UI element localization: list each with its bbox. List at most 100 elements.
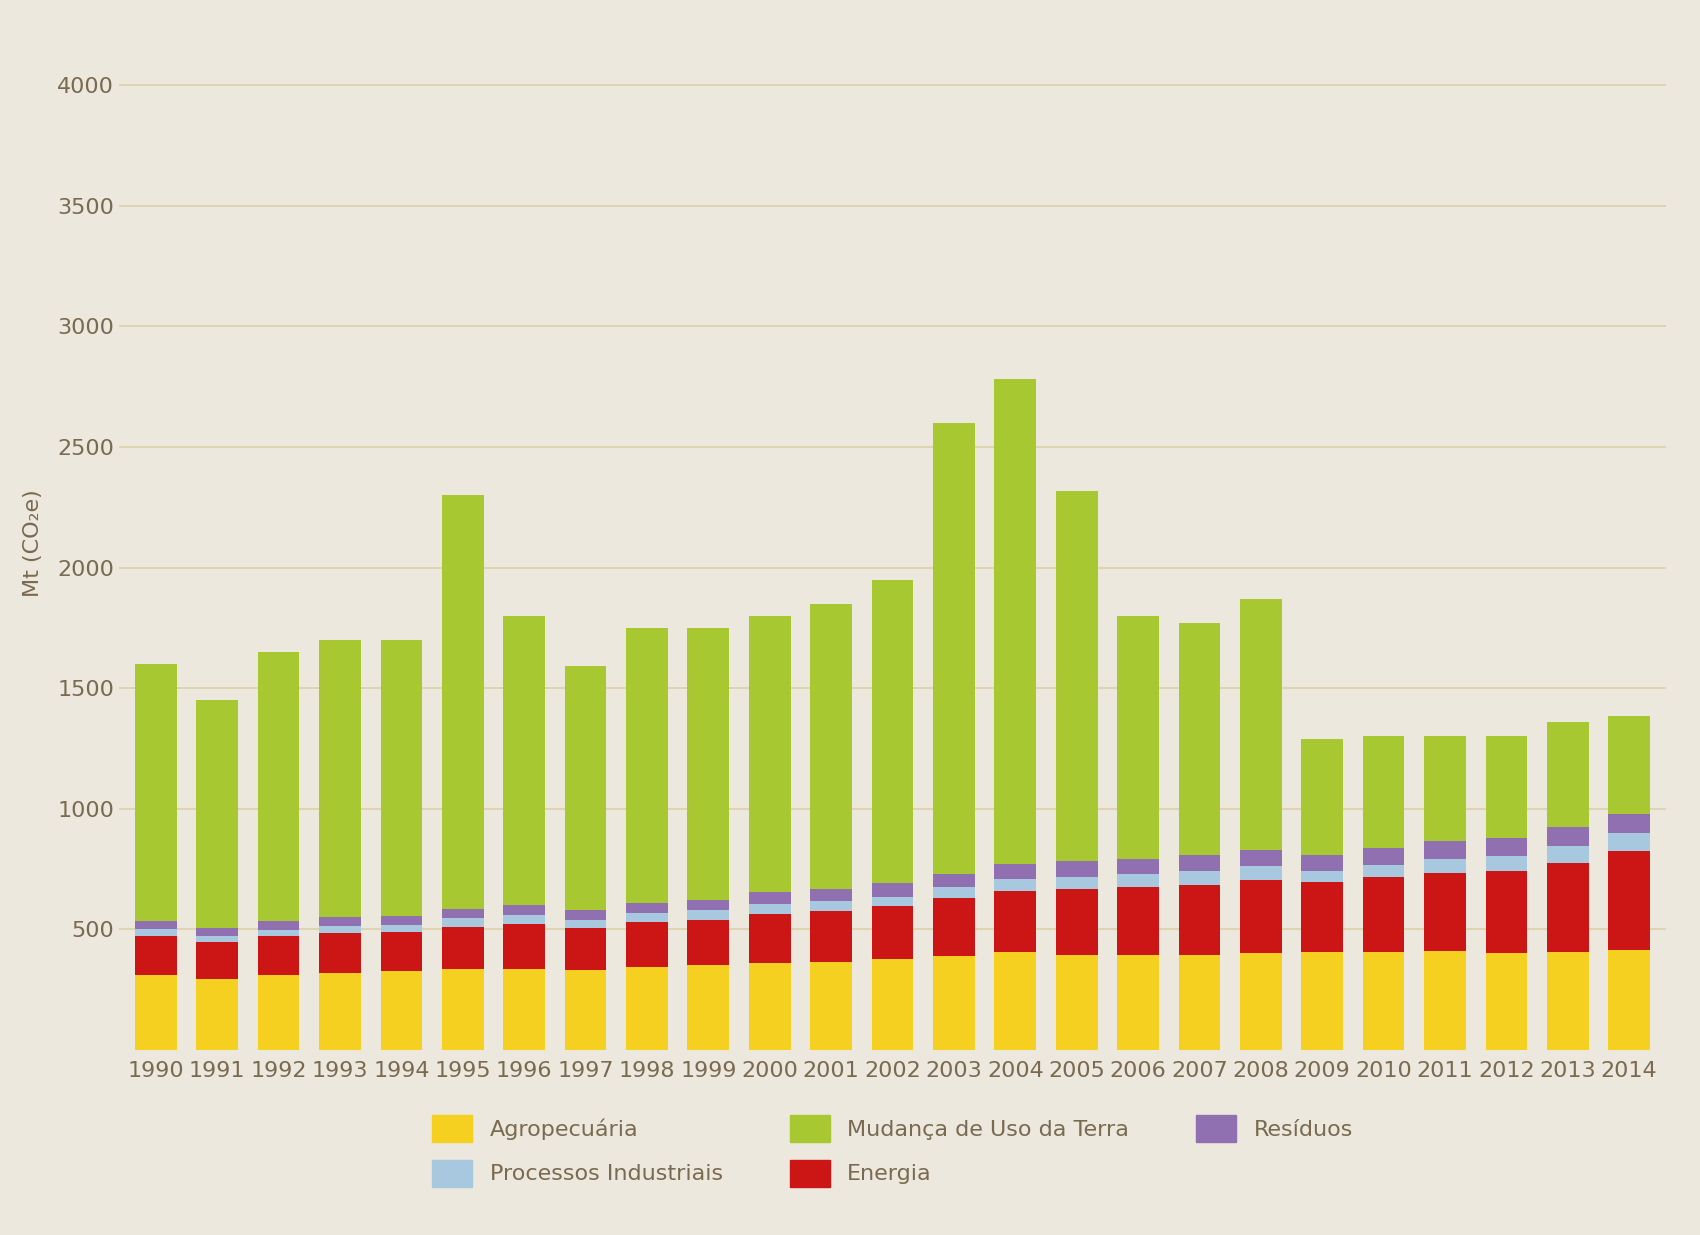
Bar bbox=[258, 921, 299, 930]
Bar bbox=[1363, 864, 1404, 877]
Bar bbox=[1300, 882, 1343, 952]
Bar bbox=[1425, 872, 1465, 951]
Bar bbox=[1178, 871, 1221, 884]
Bar bbox=[748, 892, 790, 904]
Bar bbox=[134, 936, 177, 974]
Bar bbox=[811, 962, 852, 1050]
Bar bbox=[564, 910, 607, 920]
Bar bbox=[1178, 884, 1221, 955]
Bar bbox=[442, 926, 483, 969]
Bar bbox=[1178, 955, 1221, 1050]
Bar bbox=[626, 627, 668, 903]
Bar bbox=[1608, 950, 1651, 1050]
Bar bbox=[442, 495, 483, 909]
Bar bbox=[1425, 736, 1465, 841]
Bar bbox=[933, 898, 974, 956]
Bar bbox=[1239, 866, 1282, 879]
Bar bbox=[320, 926, 360, 932]
Bar bbox=[1608, 834, 1651, 851]
Bar bbox=[1486, 953, 1527, 1050]
Bar bbox=[1239, 599, 1282, 850]
Bar bbox=[258, 974, 299, 1050]
Bar bbox=[381, 640, 422, 916]
Bar bbox=[320, 973, 360, 1050]
Bar bbox=[1547, 863, 1588, 952]
Bar bbox=[196, 700, 238, 929]
Bar bbox=[1425, 841, 1465, 858]
Bar bbox=[196, 929, 238, 936]
Bar bbox=[442, 909, 483, 919]
Bar bbox=[933, 888, 974, 898]
Bar bbox=[687, 910, 729, 920]
Bar bbox=[994, 952, 1037, 1050]
Bar bbox=[933, 956, 974, 1050]
Bar bbox=[1425, 951, 1465, 1050]
Bar bbox=[564, 667, 607, 910]
Bar bbox=[748, 616, 790, 892]
Bar bbox=[1547, 952, 1588, 1050]
Bar bbox=[1239, 850, 1282, 866]
Bar bbox=[933, 422, 974, 873]
Bar bbox=[1486, 736, 1527, 839]
Bar bbox=[381, 925, 422, 931]
Bar bbox=[1363, 736, 1404, 847]
Bar bbox=[748, 904, 790, 914]
Bar bbox=[872, 960, 913, 1050]
Bar bbox=[320, 918, 360, 926]
Bar bbox=[564, 971, 607, 1050]
Bar bbox=[320, 932, 360, 973]
Bar bbox=[748, 963, 790, 1050]
Bar bbox=[258, 936, 299, 974]
Bar bbox=[503, 924, 546, 969]
Legend: Agropecuária, Processos Industriais, Mudança de Uso da Terra, Energia, Resíduos: Agropecuária, Processos Industriais, Mud… bbox=[423, 1105, 1362, 1195]
Bar bbox=[626, 967, 668, 1050]
Bar bbox=[320, 640, 360, 918]
Bar bbox=[1547, 721, 1588, 827]
Bar bbox=[1300, 952, 1343, 1050]
Bar bbox=[1056, 492, 1098, 862]
Y-axis label: Mt (CO₂e): Mt (CO₂e) bbox=[24, 489, 44, 598]
Bar bbox=[994, 379, 1037, 864]
Bar bbox=[503, 905, 546, 915]
Bar bbox=[1056, 877, 1098, 889]
Bar bbox=[503, 616, 546, 905]
Bar bbox=[994, 864, 1037, 878]
Bar bbox=[564, 920, 607, 927]
Bar bbox=[1056, 862, 1098, 877]
Bar bbox=[381, 916, 422, 925]
Bar bbox=[134, 974, 177, 1050]
Bar bbox=[811, 911, 852, 962]
Bar bbox=[196, 978, 238, 1050]
Bar bbox=[748, 914, 790, 963]
Bar bbox=[1486, 856, 1527, 872]
Bar bbox=[1608, 716, 1651, 814]
Bar bbox=[1300, 855, 1343, 871]
Bar bbox=[564, 927, 607, 971]
Bar bbox=[503, 969, 546, 1050]
Bar bbox=[1300, 739, 1343, 855]
Bar bbox=[994, 878, 1037, 890]
Bar bbox=[1117, 860, 1159, 874]
Bar bbox=[1056, 955, 1098, 1050]
Bar bbox=[1117, 887, 1159, 955]
Bar bbox=[196, 942, 238, 978]
Bar bbox=[626, 903, 668, 913]
Bar bbox=[872, 579, 913, 883]
Bar bbox=[381, 972, 422, 1050]
Bar bbox=[1117, 616, 1159, 860]
Bar bbox=[134, 921, 177, 929]
Bar bbox=[442, 969, 483, 1050]
Bar bbox=[1363, 877, 1404, 952]
Bar bbox=[1363, 952, 1404, 1050]
Bar bbox=[811, 889, 852, 902]
Bar bbox=[381, 931, 422, 972]
Bar bbox=[1547, 846, 1588, 863]
Bar bbox=[872, 897, 913, 906]
Bar bbox=[811, 604, 852, 889]
Bar bbox=[872, 883, 913, 897]
Bar bbox=[258, 652, 299, 921]
Bar bbox=[994, 890, 1037, 952]
Bar bbox=[1178, 855, 1221, 871]
Bar bbox=[687, 627, 729, 899]
Bar bbox=[626, 913, 668, 923]
